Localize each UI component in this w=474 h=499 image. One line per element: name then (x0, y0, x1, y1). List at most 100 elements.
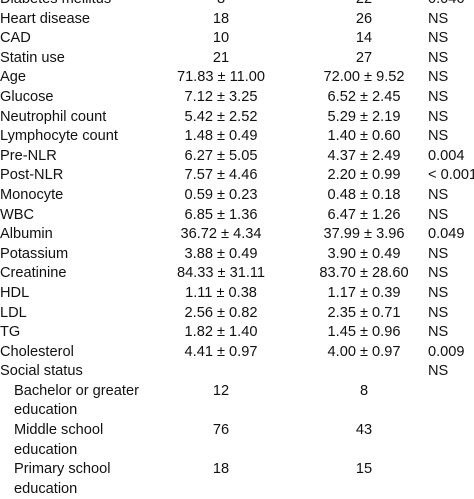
group2-value: 1.45 ± 0.96 (327, 324, 401, 341)
row-label: Statin use (0, 49, 65, 66)
p-value: < 0.001 (428, 167, 474, 184)
group1-value: 7.12 ± 3.25 (184, 88, 258, 105)
group1-value: 8 (166, 0, 276, 10)
p-value: 0.046 (428, 0, 468, 10)
table-row: TG 1.82 ± 1.40 1.45 ± 0.96 NS (0, 323, 474, 343)
table-row: Pre-NLR 6.27 ± 5.05 4.37 ± 2.49 0.004 (0, 147, 474, 167)
row-label: Cholesterol (0, 343, 74, 360)
table-row: HDL 1.11 ± 0.38 1.17 ± 0.39 NS (0, 284, 474, 304)
group1-value: 71.83 ± 11.00 (176, 69, 266, 86)
group2-value: 83.70 ± 28.60 (319, 265, 409, 282)
row-label: Neutrophil count (0, 108, 107, 125)
group2-value: 2.35 ± 0.71 (327, 304, 401, 321)
subrow-label: Primary school education (14, 461, 111, 497)
table-row: Post-NLR 7.57 ± 4.46 2.20 ± 0.99 < 0.001 (0, 166, 474, 186)
group1-value: 7.57 ± 4.46 (184, 167, 258, 184)
table-row: Diabetes mellitus 8 22 0.046 (0, 0, 474, 10)
table-row: Glucose 7.12 ± 3.25 6.52 ± 2.45 NS (0, 88, 474, 108)
row-label: CAD (0, 30, 31, 47)
subrow-label: Bachelor or greater education (14, 382, 139, 419)
table-row: LDL 2.56 ± 0.82 2.35 ± 0.71 NS (0, 304, 474, 324)
subrow-label: Middle school education (14, 422, 104, 458)
group1-value: 2.56 ± 0.82 (184, 304, 258, 321)
table-row: Neutrophil count 5.42 ± 2.52 5.29 ± 2.19… (0, 108, 474, 128)
group1-value: 76 (212, 422, 230, 439)
group1-value: 0.59 ± 0.23 (184, 186, 258, 203)
table-subrow: Bachelor or greater education 12 8 (0, 382, 474, 421)
row-label: Age (0, 69, 26, 86)
p-value: NS (428, 10, 449, 27)
group1-value: 36.72 ± 4.34 (180, 226, 262, 243)
group2-value: 8 (359, 382, 369, 399)
group2-value: 37.99 ± 3.96 (323, 226, 405, 243)
table-row: Potassium 3.88 ± 0.49 3.90 ± 0.49 NS (0, 245, 474, 265)
group2-value: 2.20 ± 0.99 (327, 167, 401, 184)
group2-value: 26 (355, 10, 373, 27)
group2-value: 43 (355, 422, 373, 439)
group1-value: 18 (212, 10, 230, 27)
group2-value: 4.37 ± 2.49 (327, 147, 401, 164)
group1-value: 4.41 ± 0.97 (184, 343, 258, 360)
group1-value: 12 (212, 382, 230, 399)
group1-value: 84.33 ± 31.11 (176, 265, 266, 282)
table-row: Monocyte 0.59 ± 0.23 0.48 ± 0.18 NS (0, 186, 474, 206)
p-value: NS (428, 69, 449, 86)
p-value: 0.004 (428, 147, 465, 164)
p-value: NS (428, 30, 449, 47)
p-value: NS (428, 265, 449, 282)
group1-value: 21 (212, 49, 230, 66)
group2-value: 72.00 ± 9.52 (323, 69, 405, 86)
p-value: NS (428, 206, 449, 223)
p-value: NS (428, 49, 449, 66)
group2-value: 27 (355, 49, 373, 66)
table-row: Social status NS (0, 362, 474, 382)
row-label: WBC (0, 206, 35, 223)
p-value: 0.049 (428, 226, 465, 243)
group2-value: 1.40 ± 0.60 (327, 128, 401, 145)
table-row: CAD 10 14 NS (0, 29, 474, 49)
table-row: Heart disease 18 26 NS (0, 10, 474, 30)
p-value: NS (428, 304, 449, 321)
group2-value: 4.00 ± 0.97 (327, 343, 401, 360)
group2-value: 5.29 ± 2.19 (327, 108, 401, 125)
row-label: LDL (0, 304, 27, 321)
group2-value: 0.48 ± 0.18 (327, 186, 401, 203)
p-value: NS (428, 284, 449, 301)
row-label: Monocyte (0, 186, 64, 203)
row-label: Albumin (0, 226, 53, 243)
p-value: NS (428, 245, 449, 262)
p-value: NS (428, 324, 449, 341)
p-value: NS (428, 108, 449, 125)
row-label: Diabetes mellitus (0, 0, 111, 10)
p-value: NS (428, 363, 449, 380)
group1-value: 18 (212, 461, 230, 478)
row-label: Potassium (0, 245, 69, 262)
row-label: Heart disease (0, 10, 91, 27)
row-label: Pre-NLR (0, 147, 57, 164)
group1-value: 3.88 ± 0.49 (184, 245, 258, 262)
row-label: Creatinine (0, 265, 67, 282)
p-value: NS (428, 186, 449, 203)
group2-value: 1.17 ± 0.39 (327, 284, 401, 301)
p-value: NS (428, 88, 449, 105)
group1-value: 6.27 ± 5.05 (184, 147, 258, 164)
group1-value: 5.42 ± 2.52 (184, 108, 258, 125)
group1-value: 10 (212, 30, 230, 47)
row-label: Lymphocyte count (0, 128, 118, 145)
table-row: Albumin 36.72 ± 4.34 37.99 ± 3.96 0.049 (0, 225, 474, 245)
group2-value: 6.52 ± 2.45 (327, 88, 401, 105)
group2-value: 6.47 ± 1.26 (327, 206, 401, 223)
table-subrow: Middle school education 76 43 (0, 421, 474, 460)
group1-value: 1.48 ± 0.49 (184, 128, 258, 145)
group2-value: 22 (310, 0, 418, 10)
table-row: Creatinine 84.33 ± 31.11 83.70 ± 28.60 N… (0, 264, 474, 284)
p-value: 0.009 (428, 343, 465, 360)
table-row: WBC 6.85 ± 1.36 6.47 ± 1.26 NS (0, 206, 474, 226)
p-value: NS (428, 128, 449, 145)
row-label: HDL (0, 284, 30, 301)
row-label: TG (0, 324, 21, 341)
group1-value: 1.11 ± 0.38 (185, 284, 257, 301)
row-label: Glucose (0, 88, 54, 105)
group2-value: 14 (355, 30, 373, 47)
